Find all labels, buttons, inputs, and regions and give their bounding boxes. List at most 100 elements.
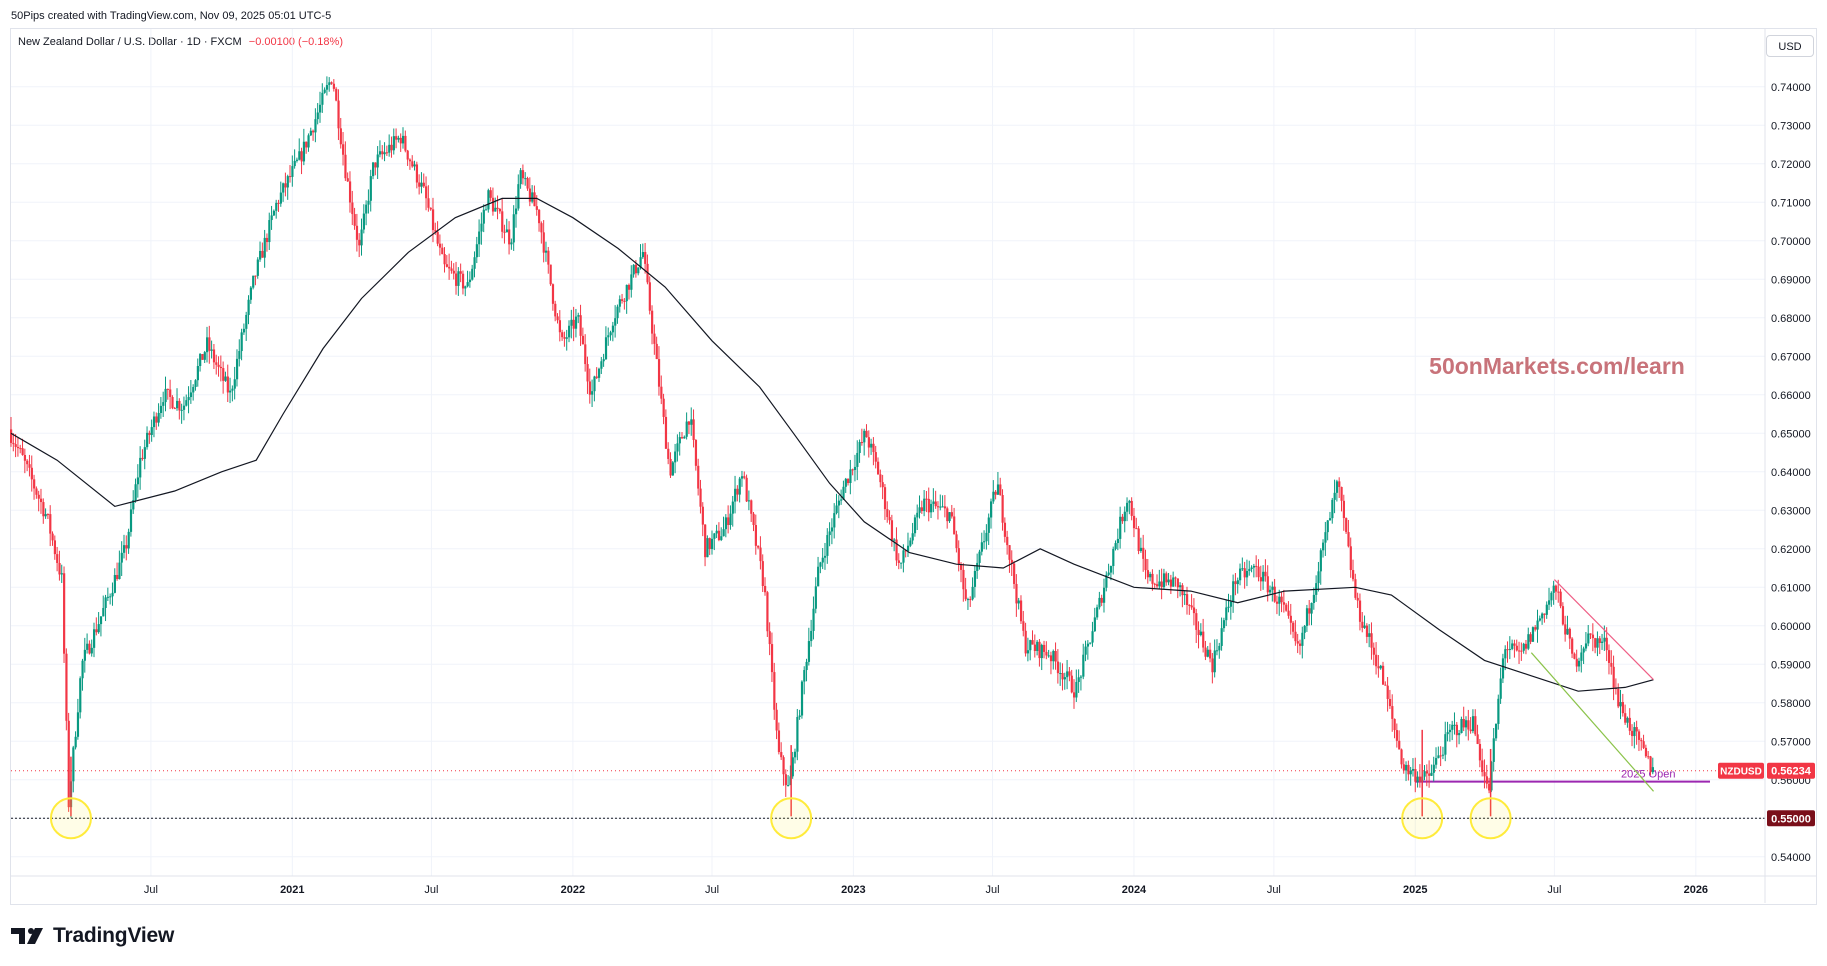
candle: [1123, 506, 1126, 533]
candle: [1573, 652, 1576, 660]
candle-body: [992, 491, 995, 502]
candle-body: [1386, 685, 1389, 699]
candle-body: [943, 506, 947, 509]
candle-body: [609, 332, 612, 336]
candle: [1137, 526, 1140, 555]
candle: [664, 409, 668, 449]
candle: [1243, 561, 1246, 589]
candle: [65, 648, 68, 731]
candle: [438, 234, 442, 256]
candle-body: [851, 469, 854, 471]
candle-body: [1476, 734, 1479, 744]
candle: [1130, 497, 1133, 521]
candle: [946, 506, 949, 529]
candle-body: [134, 484, 137, 501]
candle: [325, 76, 329, 96]
candle-body: [1575, 658, 1578, 667]
candle-body: [973, 570, 977, 587]
candle: [498, 207, 502, 214]
candle-body: [1301, 632, 1304, 646]
candle-body: [441, 247, 444, 255]
candle: [106, 587, 110, 602]
candle: [611, 321, 615, 342]
candle: [1635, 720, 1638, 745]
candle: [1326, 520, 1329, 541]
candle-body: [674, 451, 677, 463]
candle-body: [761, 561, 764, 586]
candle-body: [768, 631, 771, 645]
candle-body: [593, 376, 596, 392]
candle: [1188, 604, 1191, 615]
candle: [1008, 545, 1011, 573]
candle-body: [1545, 604, 1548, 615]
candle-body: [676, 443, 679, 452]
x-tick-label: 2024: [1122, 884, 1147, 896]
candle-body: [729, 513, 732, 526]
candle-body: [1089, 642, 1092, 644]
candle-body: [1333, 492, 1336, 500]
tradingview-brand: TradingView: [53, 924, 175, 947]
candle-body: [888, 517, 891, 521]
candle-body: [401, 135, 405, 144]
candle-body: [881, 482, 884, 488]
candle: [21, 438, 24, 456]
candle-body: [807, 641, 811, 662]
candle-body: [577, 315, 580, 317]
candle-body: [1102, 587, 1106, 603]
candle-body: [1049, 655, 1053, 662]
candle-body: [1628, 717, 1631, 731]
candle-body: [1245, 570, 1249, 578]
candle-body: [1651, 767, 1654, 773]
candle: [1003, 517, 1007, 543]
candle-body: [1241, 568, 1244, 570]
candle: [724, 514, 728, 538]
candle: [1462, 706, 1465, 732]
candle-body: [1068, 671, 1071, 676]
candle: [734, 475, 737, 514]
candle-body: [1515, 645, 1518, 651]
candle-body: [957, 548, 960, 565]
candle-body: [1395, 730, 1399, 741]
candle: [883, 484, 887, 520]
candle-body: [1190, 605, 1193, 608]
candle-body: [388, 144, 391, 153]
candle: [1319, 548, 1322, 585]
candle-body: [475, 244, 478, 258]
candle-body: [727, 517, 730, 526]
candle: [307, 133, 310, 152]
candle: [229, 377, 232, 404]
candle: [817, 556, 820, 587]
candle: [404, 130, 407, 153]
last-price-tag: NZDUSD 0.56234: [1718, 762, 1815, 779]
candle-body: [528, 188, 532, 202]
candle: [685, 412, 688, 440]
candle: [773, 662, 776, 720]
candle: [1418, 764, 1422, 788]
candle: [1545, 601, 1548, 619]
candle: [729, 505, 732, 530]
candle: [411, 155, 414, 168]
candle-body: [1292, 622, 1295, 632]
candle-body: [856, 452, 859, 467]
currency-button[interactable]: USD: [1766, 35, 1814, 57]
candle-body: [1621, 702, 1625, 714]
candle: [996, 472, 1000, 496]
candle-body: [187, 397, 190, 401]
candle: [189, 379, 193, 404]
candle: [1031, 630, 1034, 645]
candle: [699, 479, 702, 514]
candle-body: [558, 320, 561, 333]
candle: [26, 459, 29, 472]
candle-body: [293, 160, 296, 167]
candle: [840, 489, 843, 505]
candle-body: [1275, 601, 1279, 604]
candle-body: [1319, 550, 1322, 572]
candle: [597, 367, 601, 382]
y-tick-label: 0.60000: [1771, 621, 1811, 633]
candle-body: [1439, 755, 1442, 757]
open-2025-label: 2025 Open: [1621, 769, 1675, 781]
candle: [1070, 669, 1073, 694]
candle: [927, 487, 930, 522]
candle-body: [1612, 666, 1615, 688]
